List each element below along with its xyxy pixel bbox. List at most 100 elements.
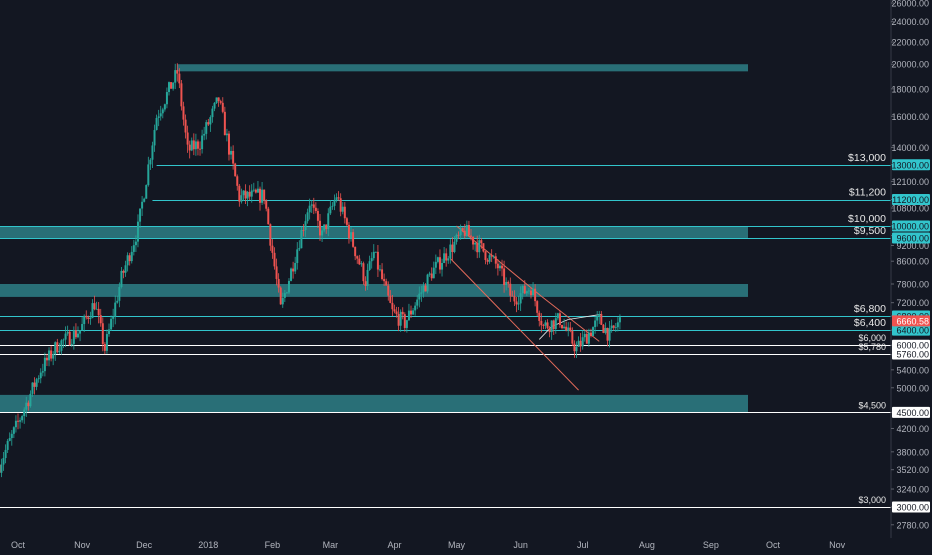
candle-body	[571, 331, 573, 344]
candle-body	[133, 245, 135, 252]
candle-body	[120, 271, 122, 287]
candle-body	[611, 326, 613, 329]
candle-body	[555, 318, 557, 329]
candle-body	[472, 237, 474, 245]
level-label: $10,000	[848, 213, 886, 225]
x-tick-label: Mar	[323, 540, 339, 550]
candle-body	[85, 316, 87, 317]
candle-body	[9, 438, 11, 441]
candle-body	[491, 255, 493, 256]
candle-body	[602, 325, 604, 333]
candle-body	[257, 189, 259, 193]
candle-body	[139, 209, 141, 222]
candle-body	[609, 328, 611, 340]
candle-body	[305, 221, 307, 230]
candle-body	[182, 106, 184, 119]
candle-body	[520, 293, 522, 303]
candle-body	[424, 285, 426, 291]
candle-body	[44, 358, 46, 371]
candle-body	[203, 134, 205, 136]
candle-body	[249, 192, 251, 197]
candle-body	[15, 421, 17, 427]
candle-body	[236, 176, 238, 186]
candle-body	[377, 252, 379, 270]
candle-body	[100, 315, 102, 323]
y-tick-label: 7200.00	[896, 298, 929, 308]
candle-body	[261, 190, 263, 203]
candle-body	[296, 249, 298, 263]
candle-body	[480, 240, 482, 243]
last-price-label: 6660.58	[896, 316, 929, 326]
candle-body	[11, 434, 13, 438]
candle-body	[530, 291, 532, 296]
candle-body	[191, 140, 193, 150]
candle-body	[189, 145, 191, 151]
candle-body	[54, 342, 56, 354]
candle-body	[381, 269, 383, 279]
candle-body	[216, 97, 218, 102]
candle-body	[393, 309, 395, 311]
x-tick-label: Oct	[11, 540, 26, 550]
candle-body	[168, 82, 170, 92]
candle-body	[458, 235, 460, 236]
candle-body	[451, 245, 453, 252]
candle-body	[58, 351, 60, 352]
candle-body	[178, 74, 180, 84]
candle-body	[327, 213, 329, 229]
candle-body	[96, 309, 98, 310]
candle-body	[27, 403, 29, 406]
x-tick-label: Jul	[577, 540, 589, 550]
candle-body	[214, 103, 216, 109]
candle-body	[484, 252, 486, 261]
candle-body	[311, 204, 313, 205]
candle-body	[87, 317, 89, 319]
x-tick-label: Dec	[136, 540, 153, 550]
candle-body	[565, 327, 567, 331]
candle-body	[317, 211, 319, 221]
candle-body	[418, 294, 420, 300]
x-tick-label: Jun	[513, 540, 528, 550]
candle-body	[344, 207, 346, 219]
candle-body	[429, 274, 431, 275]
candle-body	[431, 274, 433, 279]
candle-body	[147, 164, 149, 185]
candle-body	[538, 313, 540, 321]
candle-body	[499, 266, 501, 269]
y-tick-label: 3240.00	[896, 485, 929, 495]
candle-body	[122, 271, 124, 273]
candle-body	[369, 261, 371, 270]
candle-body	[468, 225, 470, 236]
candle-body	[21, 416, 23, 420]
candle-body	[604, 328, 606, 333]
price-tag-label: 3000.00	[896, 503, 929, 513]
y-tick-label: 20000.00	[891, 60, 929, 70]
candle-body	[199, 149, 201, 150]
candle-body	[209, 117, 211, 124]
candle-body	[276, 266, 278, 279]
candle-body	[358, 259, 360, 265]
candle-body	[493, 256, 495, 257]
candle-body	[373, 252, 375, 258]
candle-body	[259, 189, 261, 203]
candle-body	[416, 300, 418, 306]
candle-body	[118, 287, 120, 301]
candle-body	[476, 243, 478, 252]
candle-body	[247, 192, 249, 199]
candle-body	[193, 140, 195, 149]
candle-body	[346, 218, 348, 225]
candle-body	[292, 269, 294, 272]
y-tick-label: 3520.00	[896, 465, 929, 475]
y-tick-label: 22000.00	[891, 37, 929, 47]
candle-body	[294, 263, 296, 271]
candle-body	[578, 341, 580, 347]
candle-body	[449, 245, 451, 259]
candle-body	[180, 83, 182, 106]
y-tick-label: 12100.00	[891, 177, 929, 187]
candle-body	[534, 289, 536, 301]
candle-body	[573, 344, 575, 352]
candle-body	[13, 427, 15, 434]
candle-body	[42, 371, 44, 372]
candle-body	[396, 311, 398, 314]
